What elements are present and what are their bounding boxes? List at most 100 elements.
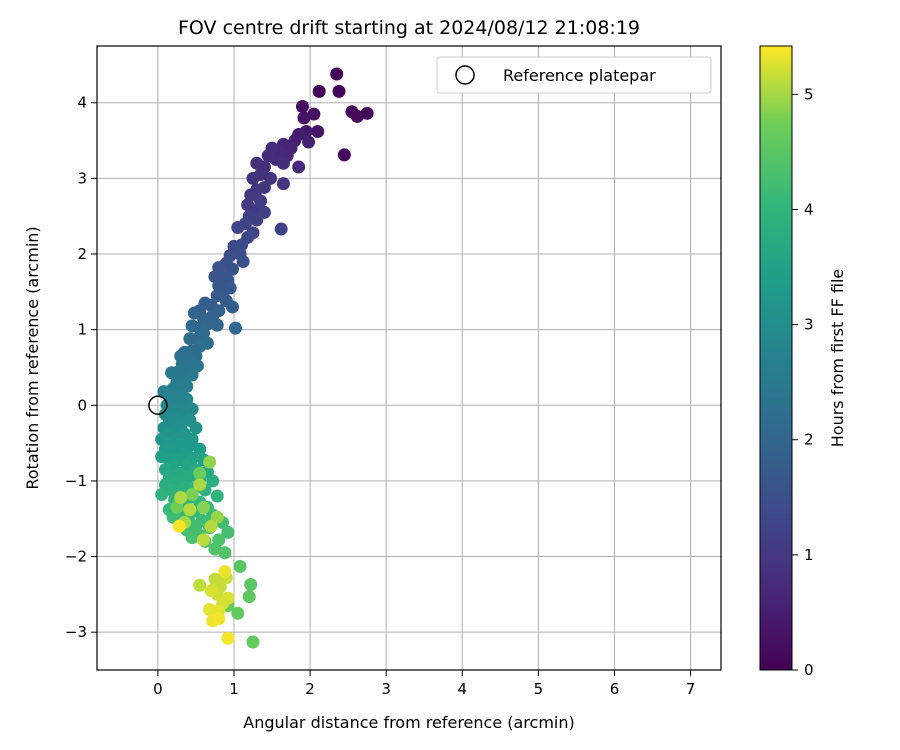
scatter-point (174, 491, 188, 505)
chart-title: FOV centre drift starting at 2024/08/12 … (178, 17, 640, 39)
scatter-point (197, 533, 211, 547)
scatter-point (307, 107, 321, 121)
scatter-point (225, 262, 239, 276)
y-axis-label: Rotation from reference (arcmin) (23, 226, 42, 489)
colorbar-tick-label: 2 (804, 431, 814, 449)
colorbar-tick-label: 0 (804, 661, 814, 679)
y-axis-ticks: −3 −2 −1 0 1 2 3 4 (65, 94, 97, 641)
scatter-point (250, 213, 264, 227)
scatter-point (360, 106, 374, 120)
y-tick-label: 2 (77, 245, 87, 263)
scatter-point (193, 578, 207, 592)
colorbar-ticks: 0 1 2 3 4 5 (792, 85, 814, 679)
y-tick-label: −1 (65, 472, 87, 490)
scatter-point (183, 332, 197, 346)
scatter-point (204, 519, 218, 533)
x-tick-label: 4 (457, 680, 467, 698)
scatter-point (206, 474, 220, 488)
x-tick-label: 1 (229, 680, 239, 698)
scatter-point (218, 546, 232, 560)
x-tick-label: 0 (153, 680, 163, 698)
scatter-point (181, 470, 195, 484)
scatter-point (312, 84, 326, 98)
scatter-point (276, 177, 290, 191)
colorbar-tick-label: 4 (804, 200, 814, 218)
x-tick-label: 6 (610, 680, 620, 698)
x-tick-label: 7 (686, 680, 696, 698)
scatter-point (236, 255, 250, 269)
scatter-point (221, 631, 235, 645)
scatter-point (193, 478, 207, 492)
scatter-point (193, 442, 207, 456)
reference-marker (148, 395, 168, 416)
scatter-point (292, 160, 306, 174)
scatter-point (246, 171, 260, 185)
colorbar-tick-label: 3 (804, 316, 814, 334)
scatter-point (242, 590, 256, 604)
scatter-point (244, 578, 258, 592)
scatter-point (221, 525, 235, 539)
scatter-point (172, 519, 186, 533)
scatter-point (183, 503, 197, 517)
scatter-point (212, 612, 226, 626)
scatter-point (189, 421, 203, 435)
legend-box (436, 56, 712, 94)
scatter-point (210, 318, 224, 332)
scatter-point (330, 67, 344, 81)
legend-marker (455, 65, 475, 85)
scatter-point (228, 321, 242, 335)
scatter-point (311, 124, 325, 138)
scatter-point (203, 602, 217, 616)
scatter-point (233, 559, 247, 573)
scatter-point (185, 531, 199, 545)
colorbar-tick-label: 5 (804, 85, 814, 103)
colorbar-gradient (759, 45, 793, 671)
colorbar: 0 1 2 3 4 5 Hours from first FF file (759, 45, 847, 679)
x-axis-ticks: 0 1 2 3 4 5 6 7 (153, 670, 695, 698)
scatter-point (193, 466, 207, 480)
scatter-point (218, 565, 232, 579)
scatter-point (244, 188, 258, 202)
scatter-point (231, 221, 245, 235)
x-tick-label: 5 (534, 680, 544, 698)
scatter-point (185, 319, 199, 333)
scatter-point (231, 606, 245, 620)
y-tick-label: −2 (65, 548, 87, 566)
scatter-point (261, 149, 275, 163)
colorbar-label: Hours from first FF file (828, 269, 847, 448)
scatter-point (221, 591, 235, 605)
scatter-point (274, 222, 288, 236)
scatter-point (250, 156, 264, 170)
legend: Reference platepar (436, 56, 712, 94)
y-tick-label: 4 (77, 94, 87, 112)
scatter-point (225, 300, 239, 314)
scatter-point (276, 156, 290, 170)
x-axis-label: Angular distance from reference (arcmin) (243, 713, 574, 732)
scatter-point (332, 84, 346, 98)
scatter-point (187, 306, 201, 320)
x-tick-label: 2 (305, 680, 315, 698)
scatter-point (297, 111, 311, 125)
scatter-point (185, 488, 199, 502)
colorbar-tick-label: 1 (804, 546, 814, 564)
y-tick-label: 1 (77, 321, 87, 339)
scatter-point (197, 500, 211, 514)
y-tick-label: 0 (77, 396, 87, 414)
y-tick-label: −3 (65, 623, 87, 641)
scatter-point (203, 455, 217, 469)
scatter-point (165, 366, 179, 380)
scatter-point (170, 500, 184, 514)
plot-frame (96, 45, 722, 671)
y-tick-label: 3 (77, 169, 87, 187)
data-points (155, 67, 374, 649)
scatter-point (295, 100, 309, 114)
scatter-point (337, 148, 351, 162)
scatter-point (204, 584, 218, 598)
x-tick-label: 3 (381, 680, 391, 698)
scatter-point (210, 489, 224, 503)
legend-entry-reference: Reference platepar (503, 66, 656, 85)
scatter-point (155, 488, 169, 502)
scatter-point (246, 635, 260, 649)
scatter-point (302, 135, 316, 149)
